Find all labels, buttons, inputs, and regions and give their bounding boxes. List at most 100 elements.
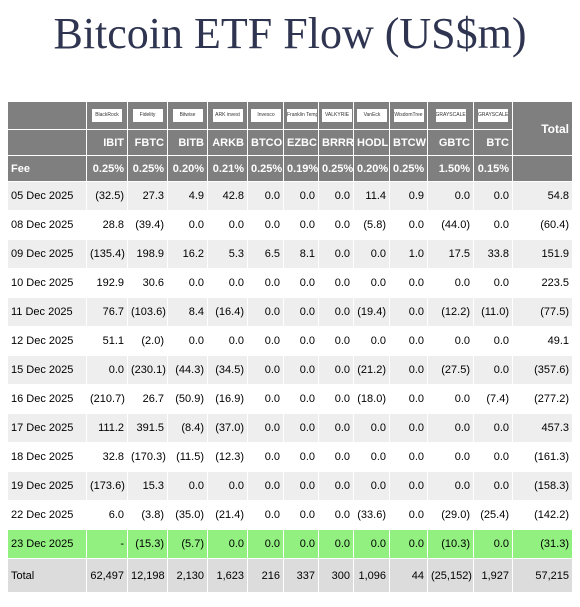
flow-cell: (11.5) (167, 442, 208, 472)
flow-cell: (21.2) (353, 355, 390, 385)
flow-cell: (44.0) (427, 210, 474, 240)
flow-cell: 11.4 (353, 181, 390, 211)
flow-cell: 0.0 (318, 529, 354, 559)
issuer-logo: GRAYSCALE (435, 109, 466, 122)
flow-cell: (19.4) (353, 297, 390, 327)
flow-cell: 0.0 (247, 384, 284, 414)
row-total: 151.9 (512, 239, 573, 269)
ticker-corner-cell (7, 129, 87, 156)
flow-cell: (12.2) (427, 297, 474, 327)
flow-cell: 8.1 (283, 239, 319, 269)
flow-cell: 4.9 (167, 181, 208, 211)
flow-cell: (5.7) (167, 529, 208, 559)
flow-cell: 0.0 (353, 268, 390, 298)
flow-cell: (210.7) (86, 384, 128, 414)
flow-cell: 0.0 (247, 442, 284, 472)
issuer-logo-row: BlackRock Fidelity Bitwise ARK invest Invesc… (7, 101, 573, 156)
flow-cell: 0.0 (207, 268, 248, 298)
flow-cell: (33.6) (353, 500, 390, 530)
issuer-logo-cell: Fidelity (127, 101, 168, 130)
flow-cell: (32.5) (86, 181, 128, 211)
row-date: 12 Dec 2025 (7, 326, 87, 356)
flow-cell: 6.0 (86, 500, 128, 530)
flow-cell: 0.0 (207, 471, 248, 501)
flow-cell: 0.0 (283, 500, 319, 530)
table-row: 16 Dec 2025 (210.7) 26.7 (50.9) (16.9) 0.0 0.0… (7, 384, 573, 414)
flow-cell: 0.0 (247, 326, 284, 356)
row-total: (31.3) (512, 529, 573, 559)
flow-cell: 0.0 (389, 297, 428, 327)
flow-cell: 0.0 (427, 181, 474, 211)
table-row: 15 Dec 2025 0.0 (230.1) (44.3) (34.5) 0.0 0.0 0… (7, 355, 573, 385)
flow-cell: (35.0) (167, 500, 208, 530)
issuer-logo: WisdomTree (393, 109, 424, 122)
flow-cell: (50.9) (167, 384, 208, 414)
flow-cell: (170.3) (127, 442, 168, 472)
flow-cell: 1.0 (389, 239, 428, 269)
total-column-header: Total (512, 101, 573, 156)
ticker-header: BTCW (389, 129, 428, 156)
flow-cell: 0.0 (389, 268, 428, 298)
totals-cell: 1,927 (473, 558, 513, 593)
flow-cell: 0.0 (167, 210, 208, 240)
fee-value: 0.15% (473, 155, 513, 182)
issuer-logo-cell: ARK invest (207, 101, 248, 130)
flow-cell: (16.4) (207, 297, 248, 327)
flow-cell: 0.0 (167, 268, 208, 298)
row-date: 11 Dec 2025 (7, 297, 87, 327)
flow-cell: 0.0 (283, 471, 319, 501)
flow-cell: 192.9 (86, 268, 128, 298)
flow-cell: (18.0) (353, 384, 390, 414)
issuer-logo: BlackRock (92, 109, 122, 122)
flow-cell: 0.0 (318, 239, 354, 269)
issuer-logo: Franklin Templeton (287, 109, 317, 122)
row-date: 15 Dec 2025 (7, 355, 87, 385)
flow-cell: 28.8 (86, 210, 128, 240)
flow-cell: 0.0 (389, 471, 428, 501)
row-date: 17 Dec 2025 (7, 413, 87, 443)
table-row: 05 Dec 2025 (32.5) 27.3 4.9 42.8 0.0 0.0 0.0 11.… (7, 181, 573, 211)
totals-cell: 62,497 (86, 558, 128, 593)
totals-cell: 12,198 (127, 558, 168, 593)
issuer-logo-cell: Franklin Templeton (283, 101, 319, 130)
flow-cell: (39.4) (127, 210, 168, 240)
totals-cell: 44 (389, 558, 428, 593)
table-row: 08 Dec 2025 28.8 (39.4) 0.0 0.0 0.0 0.0 0.0 (5.8… (7, 210, 573, 240)
fee-row: Fee 0.25% 0.25% 0.20% 0.21% 0.25% 0.19% 0.25% 0.… (7, 155, 573, 182)
flow-cell: 76.7 (86, 297, 128, 327)
flow-cell: 0.0 (389, 529, 428, 559)
fee-value: 0.20% (167, 155, 208, 182)
flow-cell: 0.0 (247, 355, 284, 385)
row-date: 09 Dec 2025 (7, 239, 87, 269)
row-total: (158.3) (512, 471, 573, 501)
ticker-header: GBTC (427, 129, 474, 156)
totals-cell: 2,130 (167, 558, 208, 593)
flow-cell: 0.0 (389, 442, 428, 472)
flow-cell: (16.9) (207, 384, 248, 414)
flow-cell: 0.0 (318, 413, 354, 443)
flow-cell: (5.8) (353, 210, 390, 240)
row-total: 54.8 (512, 181, 573, 211)
flow-cell: 0.0 (207, 529, 248, 559)
table-row: 18 Dec 2025 32.8 (170.3) (11.5) (12.3) 0.0 0.0… (7, 442, 573, 472)
row-date: 18 Dec 2025 (7, 442, 87, 472)
flow-cell: (10.3) (427, 529, 474, 559)
flow-cell: 0.0 (207, 210, 248, 240)
flow-cell: 6.5 (247, 239, 284, 269)
issuer-logo-cell: VALKYRIE (318, 101, 354, 130)
flow-cell: 0.0 (207, 326, 248, 356)
flow-cell: 0.0 (353, 442, 390, 472)
flow-cell: (27.5) (427, 355, 474, 385)
flow-cell: 391.5 (127, 413, 168, 443)
flow-cell: 0.0 (427, 326, 474, 356)
ticker-header: BTC (473, 129, 513, 156)
row-date: 05 Dec 2025 (7, 181, 87, 211)
issuer-logo: Fidelity (132, 109, 163, 122)
flow-cell: 0.0 (247, 413, 284, 443)
flow-cell: (230.1) (127, 355, 168, 385)
issuer-logo-cell: Invesco (247, 101, 284, 130)
flow-cell: 0.0 (389, 500, 428, 530)
ticker-header: HODL (353, 129, 390, 156)
flow-cell: 0.0 (389, 355, 428, 385)
table-row: 22 Dec 2025 6.0 (3.8) (35.0) (21.4) 0.0 0.0 0.0… (7, 500, 573, 530)
